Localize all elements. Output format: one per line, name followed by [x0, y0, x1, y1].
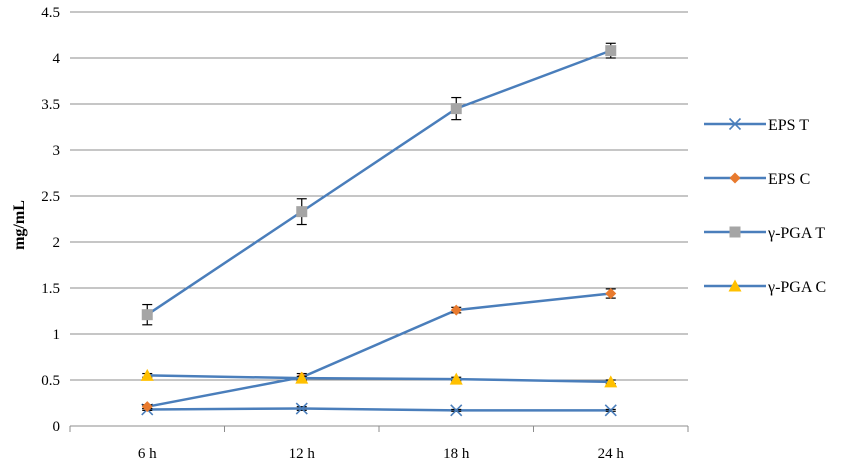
data-point: [296, 206, 308, 218]
legend-marker: [729, 226, 741, 238]
legend-marker: [729, 172, 741, 184]
data-point: [605, 45, 617, 57]
data-point: [604, 404, 617, 417]
data-point: [449, 372, 463, 385]
y-tick-labels: 0 0.5 1 1.5 2 2.5 3 3.5 4 4.5: [41, 5, 60, 435]
legend: EPS T EPS C γ-PGA T γ-PGA C: [704, 117, 826, 296]
legend-label: γ-PGA C: [767, 279, 826, 296]
y-axis-title: mg/mL: [11, 200, 28, 250]
series-2: [141, 42, 617, 326]
y-tick-label: 1: [53, 327, 61, 343]
data-point: [140, 368, 154, 381]
y-tick-label: 3.5: [41, 97, 60, 113]
x-tick-labels: 6 h 12 h 18 h 24 h: [69, 426, 689, 462]
legend-item: γ-PGA C: [704, 279, 826, 296]
data-point: [604, 375, 618, 388]
series-line: [147, 374, 611, 384]
y-tick-label: 2: [53, 235, 61, 251]
legend-marker: [728, 279, 742, 292]
y-tick-label: 0: [53, 419, 61, 435]
series-1: [141, 288, 617, 413]
legend-label: EPS T: [768, 117, 809, 134]
data-point: [450, 304, 462, 316]
y-tick-label: 1.5: [41, 281, 60, 297]
series-line: [147, 407, 611, 412]
data-point: [295, 402, 308, 415]
y-tick-label: 2.5: [41, 189, 60, 205]
y-tick-label: 0.5: [41, 373, 60, 389]
series-line: [147, 292, 611, 408]
y-tick-label: 4.5: [41, 5, 60, 21]
legend-item: EPS C: [704, 171, 810, 188]
legend-item: EPS T: [704, 117, 809, 134]
data-point: [295, 371, 309, 384]
y-tick-label: 4: [53, 51, 61, 67]
y-tick-label: 3: [53, 143, 61, 159]
data-point: [141, 309, 153, 321]
x-tick-label: 6 h: [138, 446, 157, 462]
series-line: [146, 49, 612, 316]
legend-label: γ-PGA T: [767, 225, 825, 242]
series-0: [141, 402, 617, 417]
x-tick-label: 18 h: [443, 446, 470, 462]
data-point: [141, 401, 153, 413]
legend-label: EPS C: [768, 171, 810, 188]
series-group: [140, 42, 618, 417]
data-point: [605, 288, 617, 300]
gridlines: [70, 11, 688, 381]
legend-item: γ-PGA T: [704, 225, 825, 242]
data-point: [450, 404, 463, 417]
legend-marker: [728, 117, 742, 131]
series-3: [140, 368, 618, 388]
x-tick-label: 12 h: [289, 446, 316, 462]
x-tick-label: 24 h: [598, 446, 625, 462]
data-point: [450, 103, 462, 115]
